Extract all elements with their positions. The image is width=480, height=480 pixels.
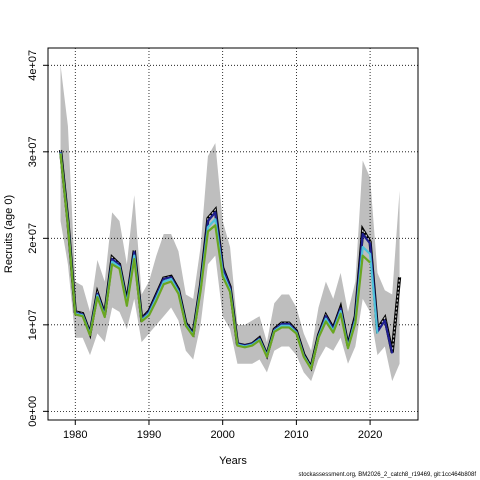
source-footnote: stockassessment.org, BM2026_2_catch8_r19…: [299, 472, 477, 478]
confidence-band: [60, 65, 400, 382]
x-axis-title: Years: [219, 455, 247, 467]
plot-frame: [47, 47, 419, 421]
y-tick-label: 0e+00: [27, 396, 39, 427]
x-tick-label: 1990: [137, 429, 161, 441]
y-tick-label: 2e+07: [27, 223, 39, 254]
y-tick-label: 4e+07: [27, 50, 39, 81]
axes: 1980 1990 2000 2010 2020 0e+00 1e+07 2e+07 3e+07…: [27, 47, 419, 441]
x-tick-label: 2000: [210, 429, 234, 441]
y-tick-label: 3e+07: [27, 136, 39, 167]
x-tick-label: 2010: [284, 429, 308, 441]
x-tick-label: 1980: [63, 429, 87, 441]
y-axis-title: Recruits (age 0): [3, 195, 15, 273]
plot-area: [48, 48, 418, 420]
y-tick-label: 1e+07: [27, 309, 39, 340]
x-tick-label: 2020: [358, 429, 382, 441]
series-line-3: [59, 153, 371, 371]
